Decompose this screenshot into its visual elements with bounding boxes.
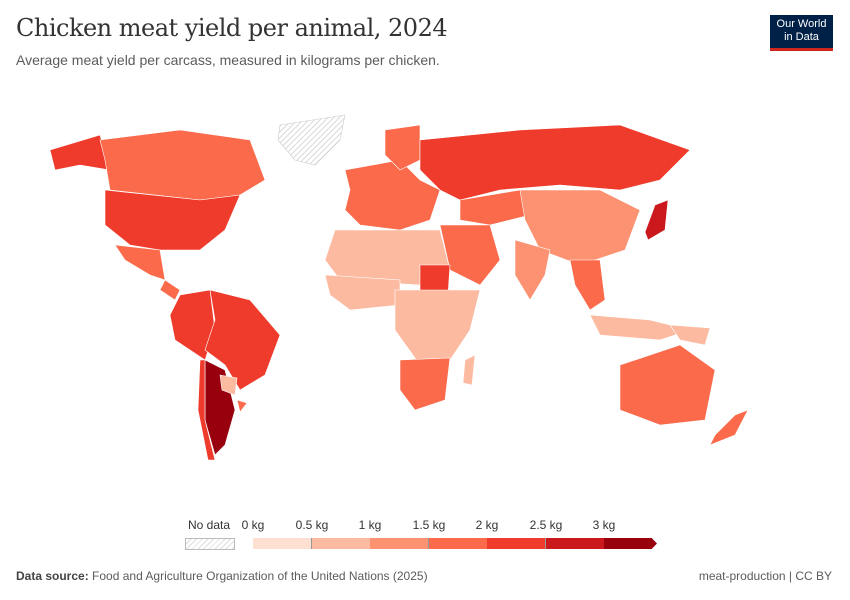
- region-usa[interactable]: [104, 189, 241, 251]
- legend-bin-arrow: [604, 538, 657, 549]
- source-label: Data source:: [16, 569, 89, 583]
- region-southern-africa[interactable]: [399, 357, 451, 411]
- data-source: Data source: Food and Agriculture Organi…: [16, 569, 428, 583]
- region-alaska[interactable]: [49, 134, 111, 171]
- region-chile[interactable]: [197, 359, 216, 461]
- legend-no-data-swatch: [185, 538, 235, 550]
- legend-tick: 2 kg: [475, 518, 499, 532]
- legend-bin: [546, 538, 605, 549]
- region-uruguay[interactable]: [236, 399, 248, 413]
- legend-tick: 2.5 kg: [529, 518, 563, 532]
- legend-tick: 0.5 kg: [295, 518, 329, 532]
- region-russia[interactable]: [419, 124, 691, 201]
- region-australia[interactable]: [619, 344, 716, 426]
- region-china[interactable]: [519, 189, 641, 266]
- region-southeast-asia[interactable]: [569, 259, 606, 311]
- region-europe[interactable]: [344, 159, 441, 231]
- region-paraguay[interactable]: [219, 374, 238, 396]
- region-mexico[interactable]: [114, 244, 166, 281]
- region-brazil[interactable]: [204, 289, 281, 391]
- region-papua[interactable]: [669, 324, 711, 346]
- region-canada[interactable]: [99, 129, 266, 201]
- region-west-africa[interactable]: [324, 274, 401, 311]
- region-indonesia[interactable]: [589, 314, 692, 341]
- legend-no-data-label: No data: [187, 518, 231, 532]
- credit[interactable]: meat-production | CC BY: [698, 569, 832, 583]
- legend-bin: [487, 538, 546, 549]
- region-central-asia[interactable]: [459, 189, 531, 226]
- region-madagascar[interactable]: [462, 354, 476, 386]
- legend-tick: 0 kg: [241, 518, 265, 532]
- region-new-zealand[interactable]: [709, 409, 749, 446]
- page-title: Chicken meat yield per animal, 2024: [16, 14, 448, 42]
- source-link[interactable]: Food and Agriculture Organization of the…: [92, 569, 428, 583]
- page-subtitle: Average meat yield per carcass, measured…: [16, 52, 440, 68]
- region-central-america[interactable]: [159, 279, 181, 301]
- region-india[interactable]: [514, 239, 551, 301]
- legend-tick: 1.5 kg: [412, 518, 446, 532]
- region-scandinavia[interactable]: [384, 124, 421, 171]
- region-central-east-africa[interactable]: [394, 289, 481, 366]
- legend-bin: [312, 538, 371, 549]
- region-japan[interactable]: [644, 199, 669, 241]
- legend-bin: [253, 538, 312, 549]
- legend-bin: [429, 538, 488, 549]
- owid-logo[interactable]: Our World in Data: [770, 15, 833, 51]
- world-map[interactable]: [0, 100, 850, 500]
- legend-tick: 3 kg: [592, 518, 616, 532]
- region-greenland[interactable]: [277, 114, 346, 166]
- legend-tick: 1 kg: [358, 518, 382, 532]
- legend-bin: [370, 538, 429, 549]
